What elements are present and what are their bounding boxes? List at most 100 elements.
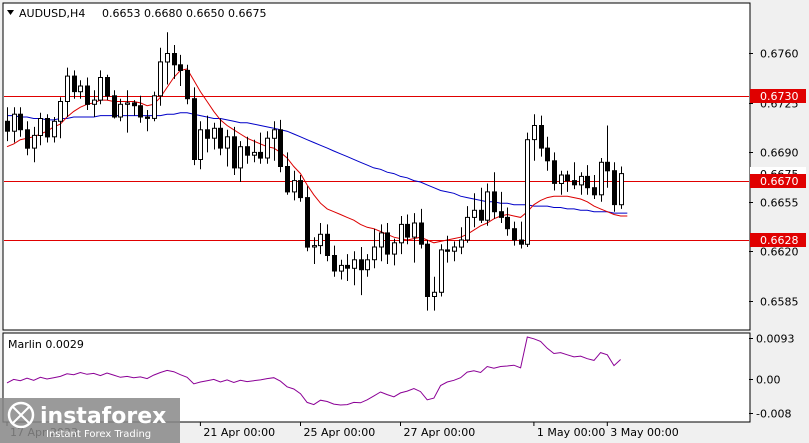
candle bbox=[372, 228, 377, 269]
candle-body-bull bbox=[339, 264, 344, 272]
candle-body-bull bbox=[265, 137, 270, 159]
candle bbox=[592, 175, 597, 199]
candle bbox=[325, 224, 330, 262]
candle-body-bull bbox=[65, 75, 70, 102]
candle-body-bull bbox=[32, 134, 37, 149]
level-tag-0.6628-bg bbox=[750, 233, 806, 247]
candle bbox=[312, 237, 317, 264]
candle-body-bear bbox=[505, 216, 510, 230]
price-tick-label: 0.6585 bbox=[760, 296, 799, 309]
candle bbox=[25, 121, 30, 156]
candle-body-bull bbox=[78, 85, 83, 93]
candle-body-bull bbox=[318, 233, 323, 247]
candle bbox=[419, 208, 424, 249]
level-tag-0.6628: 0.6628 bbox=[760, 234, 799, 247]
candle bbox=[178, 54, 183, 86]
candle bbox=[492, 172, 497, 219]
candle bbox=[65, 67, 70, 117]
candle-body-bull bbox=[92, 99, 97, 105]
candle-body-bear bbox=[605, 161, 610, 172]
candle bbox=[532, 114, 537, 161]
candle-body-bull bbox=[118, 103, 123, 118]
price-tick-label: 0.6690 bbox=[760, 147, 799, 160]
indicator-label: Marlin 0.0029 bbox=[8, 338, 84, 351]
candle-body-bear bbox=[205, 129, 210, 139]
candle-body-bull bbox=[372, 246, 377, 261]
indicator-tick-label: 0.00 bbox=[756, 374, 781, 387]
candle-body-bull bbox=[432, 291, 437, 297]
candle-body-bull bbox=[52, 120, 57, 138]
candle-body-bear bbox=[132, 102, 137, 107]
candle-body-bear bbox=[499, 211, 504, 218]
candle-body-bear bbox=[419, 222, 424, 245]
candle bbox=[92, 90, 97, 117]
candle bbox=[572, 162, 577, 190]
candle bbox=[332, 245, 337, 277]
candle bbox=[479, 187, 484, 223]
candle bbox=[405, 214, 410, 245]
candle bbox=[585, 165, 590, 195]
candle bbox=[78, 80, 83, 99]
candle-body-bull bbox=[125, 102, 130, 105]
candle-body-bear bbox=[258, 151, 263, 159]
candle bbox=[145, 110, 150, 132]
candle bbox=[459, 227, 464, 255]
candle-body-bull bbox=[619, 173, 624, 206]
candle-body-bear bbox=[192, 98, 197, 160]
candle bbox=[198, 121, 203, 170]
price-panel bbox=[2, 2, 751, 331]
candle bbox=[412, 213, 417, 263]
candle-body-bear bbox=[245, 146, 250, 156]
candle-body-bull bbox=[198, 129, 203, 161]
candle bbox=[118, 98, 123, 122]
candle-body-bull bbox=[252, 151, 257, 156]
candle bbox=[605, 125, 610, 188]
oscillator-layer bbox=[6, 336, 621, 406]
candle-body-bear bbox=[612, 170, 617, 206]
indicator-axis: 0.0093 0.00 -0.008 bbox=[749, 333, 795, 421]
candle bbox=[452, 241, 457, 262]
candle bbox=[499, 191, 504, 223]
logo-tagline: Instant Forex Trading bbox=[46, 429, 151, 440]
candle-body-bull bbox=[58, 101, 63, 122]
candle-body-bull bbox=[532, 125, 537, 141]
candle-body-bull bbox=[465, 216, 470, 241]
candle-body-bear bbox=[172, 53, 177, 66]
candle bbox=[45, 114, 50, 143]
candle-body-bear bbox=[425, 243, 430, 297]
candle-body-bear bbox=[232, 136, 237, 169]
candle-body-bear bbox=[359, 259, 364, 271]
candle-body-bear bbox=[332, 255, 337, 272]
candle-body-bear bbox=[592, 187, 597, 196]
marlin-oscillator-line bbox=[6, 336, 621, 406]
candle bbox=[278, 119, 283, 173]
moving-averages-layer bbox=[6, 68, 628, 244]
candle bbox=[445, 235, 450, 263]
candle bbox=[205, 115, 210, 153]
logo-brand: instaforex bbox=[40, 404, 166, 429]
candle bbox=[58, 97, 63, 139]
candle bbox=[432, 276, 437, 311]
indicator-tick-label: 0.0093 bbox=[756, 333, 795, 346]
candle-body-bear bbox=[278, 129, 283, 168]
candle bbox=[539, 115, 544, 157]
chart-menu-triangle-icon[interactable] bbox=[7, 10, 14, 15]
candle-body-bear bbox=[405, 223, 410, 238]
candle bbox=[352, 251, 357, 286]
candle bbox=[105, 74, 110, 101]
candle bbox=[85, 77, 90, 110]
candle-body-bear bbox=[112, 95, 117, 118]
candle bbox=[225, 129, 230, 167]
candle-body-bull bbox=[38, 118, 43, 136]
slow-moving-average-line bbox=[7, 112, 628, 214]
candle-body-bear bbox=[445, 249, 450, 252]
level-tag-0.6730: 0.6730 bbox=[760, 90, 799, 103]
candle bbox=[12, 107, 17, 143]
candle-body-bear bbox=[492, 191, 497, 213]
indicator-tick-label: -0.008 bbox=[756, 408, 791, 421]
candle-body-bull bbox=[439, 249, 444, 293]
candle bbox=[425, 240, 430, 311]
candle-body-bear bbox=[45, 118, 50, 138]
